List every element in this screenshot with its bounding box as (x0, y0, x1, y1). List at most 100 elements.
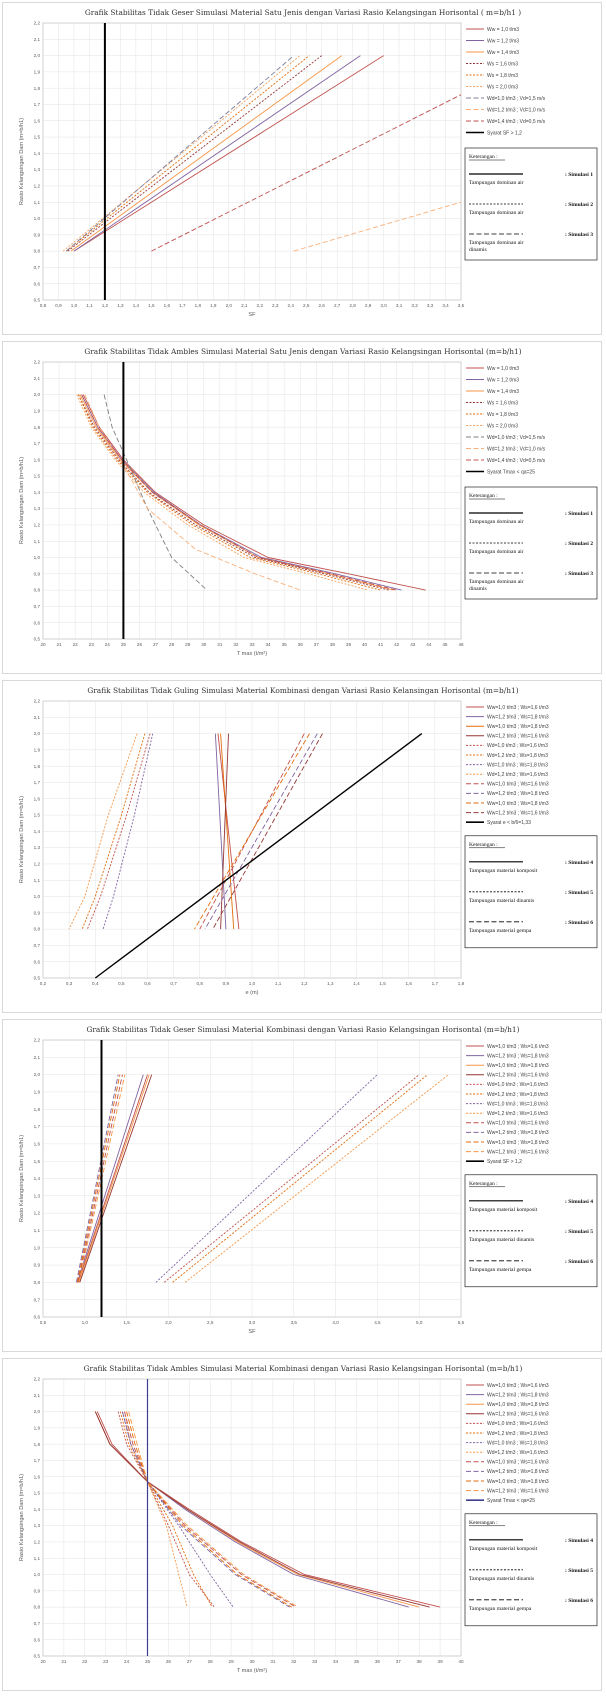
y-tick-label: 1,3 (34, 1193, 41, 1198)
x-tick-label: 35 (354, 1659, 360, 1664)
y-tick-label: 1,9 (34, 69, 41, 74)
legend-label: Syarat e < b/6=1,33 (487, 820, 531, 826)
x-tick-label: 23 (103, 1659, 109, 1664)
y-tick-label: 1,4 (34, 1176, 41, 1181)
chart-ambles-kombinasi: Grafik Stabilitas Tidak Ambles Simulasi … (19, 1364, 598, 1674)
y-tick-label: 1,4 (34, 490, 41, 495)
x-tick-label: 43 (410, 642, 416, 647)
y-tick-label: 2,1 (34, 376, 41, 381)
x-tick-label: 38 (417, 1659, 423, 1664)
x-tick-label: 4,0 (332, 1320, 339, 1325)
y-tick-label: 1,2 (34, 523, 41, 528)
y-tick-label: 1,9 (34, 1090, 41, 1095)
y-tick-label: 1,4 (34, 829, 41, 834)
keterangan-simulasi-label: : Simulasi 1 (565, 511, 593, 517)
x-tick-label: 1,1 (275, 981, 282, 986)
x-tick-label: 30 (249, 1659, 255, 1664)
x-tick-label: 24 (124, 1659, 130, 1664)
chart-title: Grafik Stabilitas Tidak Geser Simulasi M… (85, 8, 521, 17)
series-line-9 (199, 733, 305, 930)
legend: Ww = 1,0 t/m3 Ww = 1,2 t/m3 Ww = 1,4 t/m3 W… (466, 27, 546, 136)
y-tick-label: 1,8 (34, 425, 41, 430)
y-tick-label: 0,7 (34, 265, 41, 270)
keterangan-simulasi-label: : Simulasi 5 (565, 890, 593, 896)
series-line-4 (77, 394, 389, 591)
x-tick-label: 1,4 (133, 303, 140, 308)
y-tick-label: 0,5 (34, 298, 41, 303)
x-tick-label: 46 (458, 642, 464, 647)
y-axis-label: Rasio Kelangsingan Dam (m=b/h1) (19, 1474, 25, 1561)
x-tick-label: 34 (333, 1659, 339, 1664)
y-tick-label: 1,1 (34, 1556, 41, 1561)
x-tick-label: 3,5 (458, 303, 465, 308)
y-tick-label: 1,8 (34, 1442, 41, 1447)
keterangan-description: dinamis (469, 247, 487, 253)
legend-label: Wd=1,4 t/m3 ; Vd=0,5 m/s (487, 119, 546, 125)
legend-label: Ww=1,0 t/m3 ; Ws=1,6 t/m3 (487, 705, 549, 711)
legend-label: Wd=1,4 t/m3 ; Vd=0,5 m/s (487, 458, 546, 464)
x-tick-label: 0,4 (92, 981, 99, 986)
x-tick-label: 0,5 (40, 1320, 47, 1325)
series-line-7 (65, 55, 295, 252)
keterangan-title: Keterangan : (469, 154, 498, 160)
gridlines (42, 361, 462, 640)
x-tick-label: 1,5 (148, 303, 155, 308)
series-line-1 (77, 1074, 148, 1283)
y-tick-label: 2,2 (34, 699, 41, 704)
legend-label: Syarat Tmax < qa=25 (487, 1498, 535, 1504)
x-tick-label: 1,9 (210, 303, 217, 308)
y-tick-label: 1,2 (34, 184, 41, 189)
legend-label: Ws = 2,0 t/m3 (487, 84, 518, 90)
y-tick-label: 0,5 (34, 976, 41, 981)
series-group (76, 362, 426, 639)
x-tick-label: 1,8 (458, 981, 465, 986)
y-tick-label: 2,0 (34, 1072, 41, 1077)
x-tick-label: 35 (282, 642, 288, 647)
y-tick-label: 1,7 (34, 1124, 41, 1129)
series-line-10 (204, 733, 318, 930)
x-tick-label: 1,6 (406, 981, 413, 986)
y-tick-label: 1,3 (34, 1523, 41, 1528)
legend-label: Ww=1,2 t/m3 ; Ws=1,6 t/m3 (487, 734, 549, 740)
x-tick-label: 1,1 (86, 303, 93, 308)
series-line-10 (121, 1411, 290, 1608)
y-tick-label: 1,2 (34, 1540, 41, 1545)
keterangan-description: Tampungan material komposit (469, 1207, 538, 1213)
legend-label: Ww = 1,4 t/m3 (487, 389, 519, 395)
x-tick-label: 1,0 (249, 981, 256, 986)
y-tick-label: 1,5 (34, 474, 41, 479)
legend-label: Wd=1,2 t/m3 ; Ws=1,8 t/m3 (487, 1431, 548, 1437)
x-tick-label: 20 (40, 642, 46, 647)
x-axis-label: SF (248, 1329, 256, 1335)
y-tick-label: 0,8 (34, 588, 41, 593)
legend-label: Wd=1,0 t/m3 ; Ws=1,8 t/m3 (487, 1101, 548, 1107)
x-tick-label: 2,2 (257, 303, 264, 308)
keterangan-description: Tampungan material gempa (469, 928, 532, 934)
keterangan-simulasi-label: : Simulasi 4 (565, 1538, 593, 1544)
legend-label: Ww = 1,0 t/m3 (487, 27, 519, 33)
y-tick-label: 1,3 (34, 167, 41, 172)
x-tick-label: 1,2 (301, 981, 308, 986)
keterangan-description: Tampungan dominan air (469, 549, 524, 555)
y-tick-label: 0,6 (34, 1315, 41, 1320)
x-tick-label: 2,0 (165, 1320, 172, 1325)
chart-title: Grafik Stabilitas Tidak Ambles Simulasi … (84, 347, 521, 356)
y-tick-label: 1,4 (34, 1507, 41, 1512)
y-tick-label: 0,9 (34, 1588, 41, 1593)
x-tick-label: 28 (169, 642, 175, 647)
series-line-1 (217, 733, 240, 930)
y-tick-label: 0,9 (34, 232, 41, 237)
legend-label: Ws = 2,0 t/m3 (487, 423, 518, 429)
x-tick-label: 31 (217, 642, 223, 647)
series-line-3 (78, 1074, 150, 1283)
x-tick-label: 0,9 (223, 981, 230, 986)
x-tick-label: 33 (249, 642, 255, 647)
y-tick-label: 0,7 (34, 1621, 41, 1626)
x-tick-label: 29 (185, 642, 191, 647)
series-line-5 (117, 1411, 215, 1608)
keterangan-simulasi-label: : Simulasi 3 (565, 232, 593, 238)
legend-label: Ww=1,2 t/m3 ; Ws=1,6 t/m3 (487, 1149, 549, 1155)
keterangan-title: Keterangan : (469, 493, 498, 499)
